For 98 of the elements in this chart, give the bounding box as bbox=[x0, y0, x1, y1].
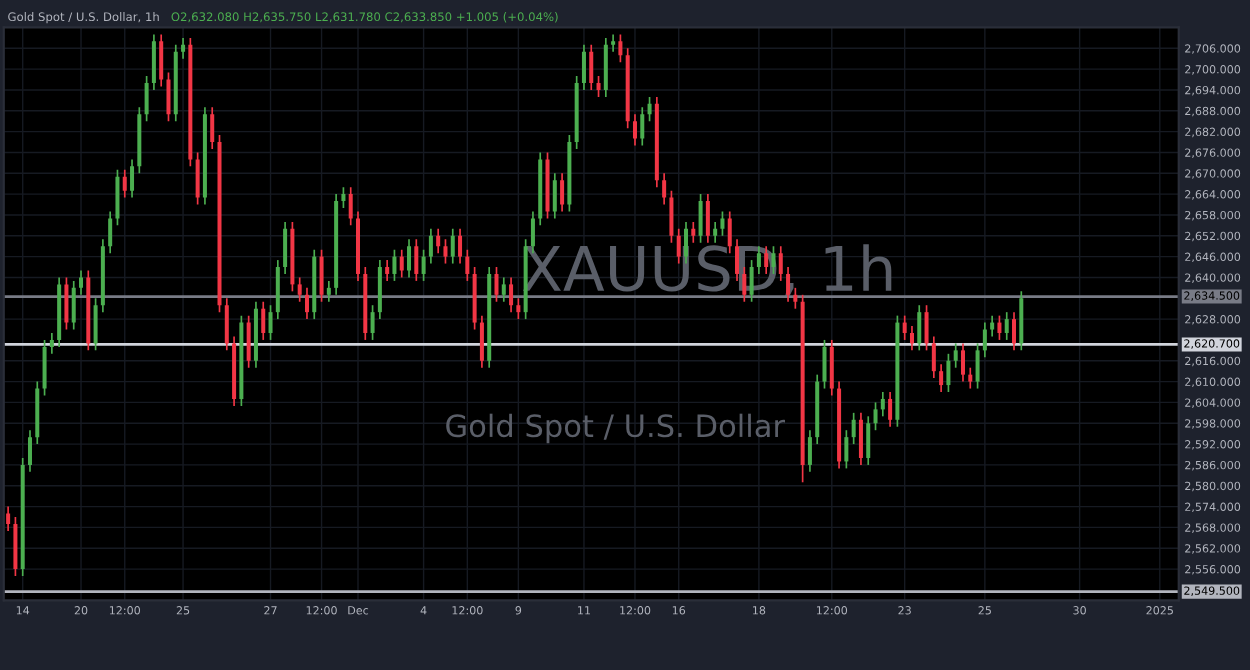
candlestick bbox=[79, 269, 84, 296]
candlestick bbox=[268, 304, 273, 341]
candlestick bbox=[341, 186, 346, 209]
candlestick bbox=[924, 304, 929, 352]
candlestick bbox=[647, 96, 652, 123]
candlestick bbox=[968, 366, 973, 390]
candlestick bbox=[385, 259, 390, 282]
candlestick bbox=[603, 37, 608, 98]
candlestick bbox=[888, 391, 893, 428]
candlestick bbox=[939, 363, 944, 393]
candlestick bbox=[509, 276, 514, 313]
candlestick bbox=[443, 238, 448, 265]
candlestick bbox=[181, 37, 186, 60]
candlestick bbox=[851, 412, 856, 445]
candlestick bbox=[501, 276, 506, 303]
candlestick bbox=[392, 248, 397, 282]
candlestick bbox=[6, 505, 11, 532]
candlestick bbox=[326, 280, 331, 303]
candlestick bbox=[407, 238, 412, 279]
candlestick bbox=[960, 342, 965, 383]
candlestick bbox=[902, 314, 907, 341]
candlestick bbox=[880, 391, 885, 418]
candlestick bbox=[450, 228, 455, 265]
candlestick bbox=[49, 332, 54, 355]
candlestick bbox=[479, 314, 484, 369]
candlestick bbox=[246, 314, 251, 369]
candlestick bbox=[982, 321, 987, 359]
candlestick bbox=[144, 75, 149, 123]
candlestick bbox=[705, 193, 710, 244]
candlestick bbox=[370, 304, 375, 341]
candlestick bbox=[414, 238, 419, 282]
candlestick bbox=[822, 339, 827, 390]
candlestick bbox=[953, 342, 958, 369]
candlestick bbox=[465, 248, 470, 282]
candlestick bbox=[458, 228, 463, 265]
candlestick bbox=[42, 339, 47, 397]
annotation: Gold Spot / U.S. Dollar bbox=[446, 413, 786, 444]
candlestick bbox=[669, 189, 674, 244]
candlestick bbox=[632, 113, 637, 147]
candlestick bbox=[990, 314, 995, 338]
candlestick bbox=[166, 71, 171, 123]
candlestick bbox=[304, 287, 309, 320]
candlestick bbox=[428, 228, 433, 265]
candlestick bbox=[13, 516, 18, 577]
candlestick bbox=[581, 43, 586, 91]
candlestick bbox=[844, 429, 849, 470]
candlestick bbox=[195, 151, 200, 206]
candlestick bbox=[691, 221, 696, 244]
candlestick bbox=[720, 210, 725, 237]
candlestick bbox=[589, 43, 594, 91]
candlestick bbox=[516, 297, 521, 320]
candlestick bbox=[71, 280, 76, 331]
candlestick bbox=[997, 314, 1002, 341]
candlestick bbox=[297, 276, 302, 303]
candlestick bbox=[130, 158, 135, 199]
candlestick bbox=[1019, 290, 1024, 352]
candlestick bbox=[793, 287, 798, 310]
candlestick bbox=[283, 221, 288, 275]
candlestick bbox=[151, 33, 156, 91]
candlestick bbox=[348, 186, 353, 227]
candlestick bbox=[1012, 311, 1017, 352]
candlestick bbox=[261, 300, 266, 341]
candlestick bbox=[115, 168, 120, 227]
candlestick bbox=[946, 352, 951, 393]
candlestick bbox=[807, 429, 812, 473]
candlestick bbox=[421, 248, 426, 282]
candlestick bbox=[159, 33, 164, 88]
candlestick bbox=[93, 297, 98, 352]
candlestick bbox=[275, 259, 280, 320]
candlestick bbox=[108, 210, 113, 254]
candlestick bbox=[399, 248, 404, 279]
candlestick bbox=[618, 33, 623, 64]
candlestick bbox=[224, 297, 229, 352]
candlestick bbox=[662, 172, 667, 206]
candlestick bbox=[596, 75, 601, 98]
candlestick bbox=[494, 266, 499, 303]
candlestick bbox=[64, 276, 69, 331]
candlestick bbox=[640, 106, 645, 147]
candlestick bbox=[210, 106, 215, 150]
candlestick bbox=[377, 259, 382, 320]
candlestick bbox=[917, 304, 922, 352]
candlestick bbox=[552, 172, 557, 220]
candlestick bbox=[319, 248, 324, 303]
candlestick bbox=[122, 168, 127, 199]
candlestick bbox=[1004, 311, 1009, 341]
candlestick bbox=[909, 325, 914, 352]
candlestick bbox=[27, 429, 32, 473]
candlestick bbox=[611, 33, 616, 53]
candlestick bbox=[436, 228, 441, 254]
candlestick bbox=[560, 172, 565, 213]
candlestick bbox=[931, 335, 936, 379]
candlestick bbox=[698, 193, 703, 244]
candlestick bbox=[975, 342, 980, 390]
candlestick bbox=[866, 415, 871, 466]
candlestick bbox=[829, 339, 834, 397]
candlestick bbox=[858, 412, 863, 466]
candlestick bbox=[713, 221, 718, 244]
candlestick bbox=[873, 401, 878, 432]
